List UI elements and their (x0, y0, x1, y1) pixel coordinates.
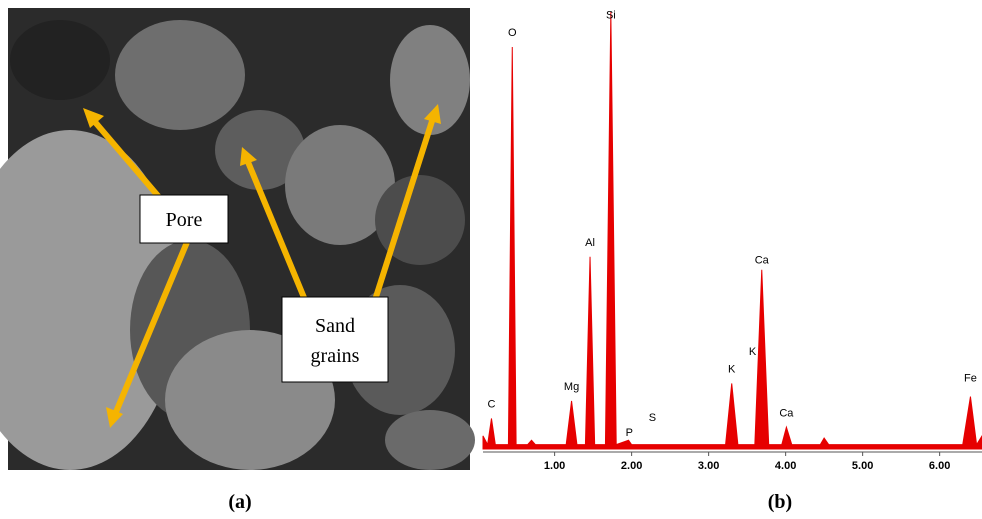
x-tick-label: 1.00 (544, 460, 565, 472)
peak-label: P (626, 427, 633, 439)
pore-label: Pore (166, 209, 203, 231)
x-tick-label: 4.00 (775, 460, 796, 472)
peak-label: Mg (564, 381, 579, 393)
x-tick-label: 2.00 (621, 460, 642, 472)
caption: (a) (228, 491, 251, 513)
x-tick-label: 5.00 (852, 460, 873, 472)
peak-label: Ca (779, 407, 794, 419)
peak-label: K (749, 346, 757, 358)
caption: (b) (768, 491, 792, 513)
sand-label: grains (311, 345, 360, 367)
peak-label: S (649, 412, 656, 424)
sand-label: Sand (315, 315, 355, 337)
figure: Pore Sand grains (a) (b) 1.00 2.00 3.00 4.0… (0, 0, 982, 519)
peak-label: O (508, 27, 517, 39)
peak-label: Al (585, 237, 595, 249)
peak-label: Ca (755, 254, 770, 266)
spectrum (483, 12, 982, 449)
peak-label: Si (606, 10, 616, 22)
peak-label: K (728, 364, 736, 376)
peak-label: C (487, 399, 495, 411)
x-tick-label: 6.00 (929, 460, 950, 472)
sem-image: Pore Sand grains (0, 8, 475, 470)
x-tick-label: 3.00 (698, 460, 719, 472)
peak-label: Fe (964, 372, 977, 384)
